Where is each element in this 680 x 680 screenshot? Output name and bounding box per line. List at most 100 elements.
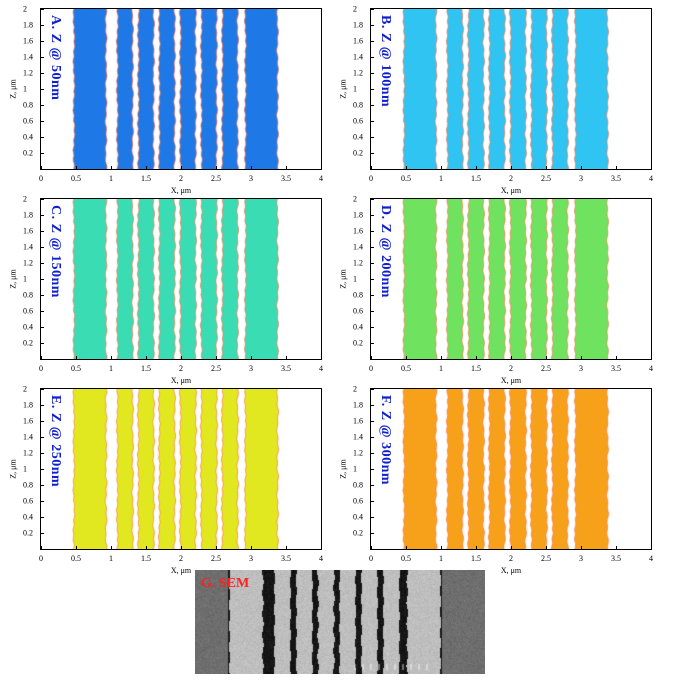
xtick-mark (476, 166, 477, 170)
ytick-mark (370, 453, 374, 454)
ytick-label: 1.4 (353, 433, 363, 442)
ytick-mark (40, 517, 44, 518)
ytick-label: 1.6 (23, 227, 33, 236)
panel-label-C: C. Z @ 150nm (47, 205, 63, 298)
xtick-label: 1 (439, 174, 443, 183)
xtick-label: 4 (649, 174, 653, 183)
xtick-label: 2 (509, 554, 513, 563)
ytick-mark (40, 153, 44, 154)
ytick-label: 0.8 (353, 291, 363, 300)
xtick-label: 2.5 (541, 364, 551, 373)
xtick-mark (321, 356, 322, 360)
xtick-label: 3.5 (611, 364, 621, 373)
xtick-label: 0.5 (71, 364, 81, 373)
ytick-label: 1.2 (353, 259, 363, 268)
xtick-mark (111, 546, 112, 550)
ytick-mark (370, 215, 374, 216)
plot-canvas-B (371, 9, 651, 169)
panel-E: E. Z @ 250nmX, μmZ, μm00.511.522.533.540… (40, 388, 322, 550)
ytick-label: 0.6 (353, 117, 363, 126)
ytick-label: 1 (353, 275, 357, 284)
xtick-mark (406, 546, 407, 550)
xtick-label: 2 (179, 554, 183, 563)
ytick-label: 1 (23, 275, 27, 284)
ytick-mark (40, 9, 44, 10)
ytick-mark (370, 343, 374, 344)
xtick-label: 2 (179, 174, 183, 183)
ytick-mark (40, 199, 44, 200)
ytick-mark (40, 311, 44, 312)
ytick-mark (370, 501, 374, 502)
ytick-label: 1.6 (353, 417, 363, 426)
plot-canvas-A (41, 9, 321, 169)
ylabel: Z, μm (9, 459, 18, 478)
panel-label-E: E. Z @ 250nm (47, 395, 63, 487)
xtick-label: 2.5 (211, 174, 221, 183)
xtick-mark (146, 546, 147, 550)
ytick-label: 0.4 (353, 323, 363, 332)
ytick-mark (40, 279, 44, 280)
xtick-label: 1 (439, 364, 443, 373)
ytick-mark (370, 295, 374, 296)
panel-A: A. Z @ 50nmX, μmZ, μm00.511.522.533.540.… (40, 8, 322, 170)
xtick-mark (181, 356, 182, 360)
ytick-mark (40, 421, 44, 422)
ytick-mark (370, 533, 374, 534)
panel-B: B. Z @ 100nmX, μmZ, μm00.511.522.533.540… (370, 8, 652, 170)
ytick-mark (370, 405, 374, 406)
xtick-label: 3 (249, 364, 253, 373)
xlabel: X, μm (501, 376, 521, 385)
xtick-mark (286, 356, 287, 360)
xtick-label: 3.5 (281, 174, 291, 183)
xtick-label: 0 (39, 554, 43, 563)
xtick-label: 0 (369, 554, 373, 563)
ytick-label: 0.4 (353, 513, 363, 522)
xtick-label: 2 (509, 364, 513, 373)
xtick-label: 2 (179, 364, 183, 373)
ytick-label: 0.8 (23, 481, 33, 490)
xtick-mark (546, 356, 547, 360)
xtick-mark (146, 356, 147, 360)
ytick-mark (370, 153, 374, 154)
ytick-label: 0.8 (23, 101, 33, 110)
xtick-mark (616, 356, 617, 360)
xtick-label: 1 (109, 364, 113, 373)
xtick-mark (41, 166, 42, 170)
sem-label: G. SEM (201, 576, 249, 592)
ytick-label: 0.6 (353, 497, 363, 506)
panel-C: C. Z @ 150nmX, μmZ, μm00.511.522.533.540… (40, 198, 322, 360)
ytick-mark (370, 89, 374, 90)
ytick-label: 0.2 (23, 149, 33, 158)
xtick-label: 3.5 (611, 554, 621, 563)
ytick-mark (40, 57, 44, 58)
ytick-label: 1.4 (23, 433, 33, 442)
xtick-mark (546, 546, 547, 550)
ytick-mark (370, 41, 374, 42)
ytick-mark (40, 327, 44, 328)
ytick-label: 1.2 (353, 449, 363, 458)
xtick-mark (546, 166, 547, 170)
xtick-label: 1 (109, 174, 113, 183)
xtick-label: 0 (369, 364, 373, 373)
ytick-mark (40, 215, 44, 216)
panel-label-B: B. Z @ 100nm (377, 15, 393, 107)
xtick-label: 0.5 (401, 364, 411, 373)
panel-D: D. Z @ 200nmX, μmZ, μm00.511.522.533.540… (370, 198, 652, 360)
xtick-mark (41, 356, 42, 360)
ytick-label: 1.4 (353, 53, 363, 62)
ytick-label: 0.2 (23, 339, 33, 348)
xtick-mark (286, 546, 287, 550)
ytick-label: 2 (23, 195, 27, 204)
xtick-label: 0.5 (71, 174, 81, 183)
ylabel: Z, μm (339, 269, 348, 288)
ytick-mark (370, 9, 374, 10)
ytick-mark (370, 327, 374, 328)
ytick-label: 2 (353, 195, 357, 204)
xtick-label: 0 (369, 174, 373, 183)
xtick-mark (181, 546, 182, 550)
xtick-label: 0 (39, 364, 43, 373)
xtick-label: 2.5 (541, 174, 551, 183)
ytick-mark (40, 405, 44, 406)
xtick-mark (146, 166, 147, 170)
xtick-label: 3.5 (611, 174, 621, 183)
